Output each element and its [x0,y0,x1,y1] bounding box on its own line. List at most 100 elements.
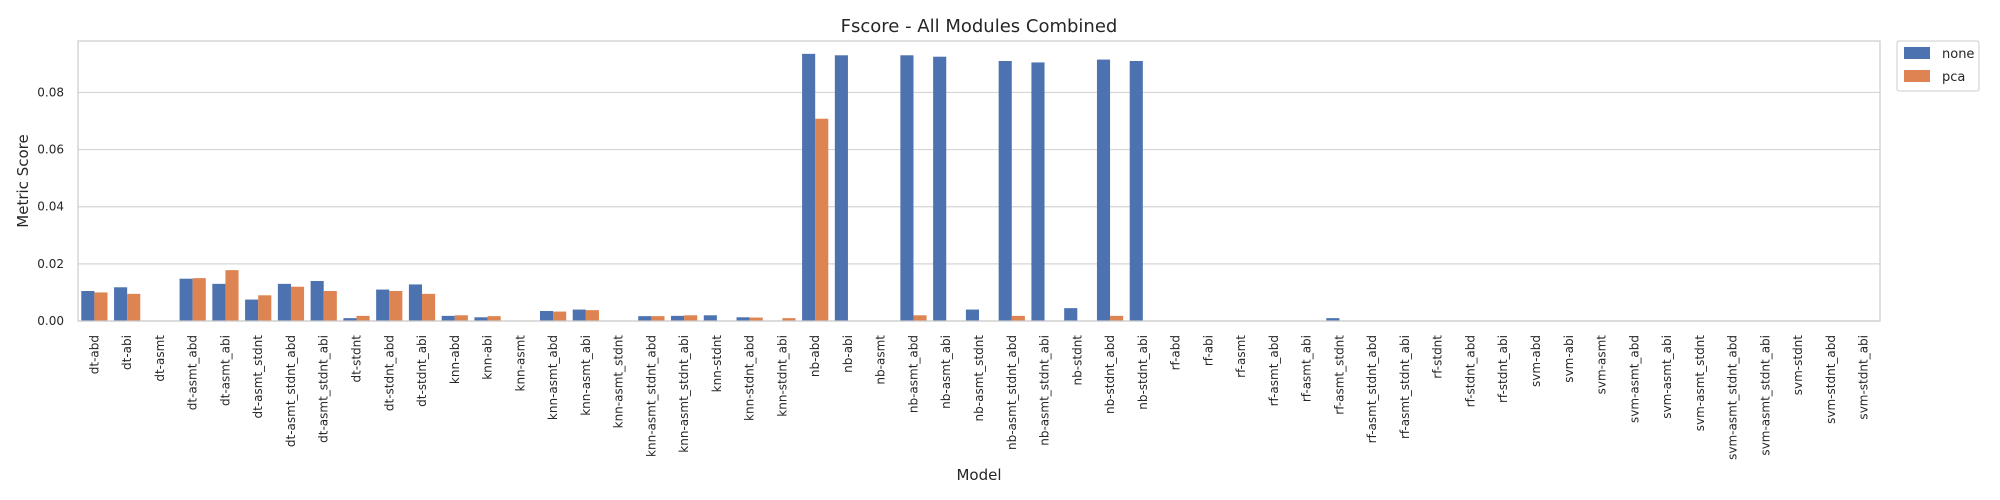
legend-label-pca: pca [1942,70,1965,85]
bar-none-dt-abi [114,287,128,321]
bar-none-knn-stdnt_abd [736,317,750,321]
bar-pca-knn-stdnt_abi [782,318,796,321]
bar-none-knn-stdnt [703,315,717,321]
grid-layer [78,91,1880,322]
y-tick-label: 0.04 [37,200,64,214]
x-axis-label: Model [956,466,1001,484]
x-tick-label: rf-stdnt_abd [1463,335,1477,407]
bar-pca-knn-asmt_stdnt_abi [684,315,698,321]
bar-pca-dt-asmt_stdnt_abd [290,286,305,321]
x-tick-label: rf-asmt_abi [1300,335,1314,402]
bar-none-knn-asmt_abd [539,311,554,321]
x-tick-label: svm-asmt [1595,335,1609,395]
x-tick-label: svm-asmt_stdnt_abd [1726,335,1740,460]
bar-none-knn-abd [441,315,455,321]
bar-none-nb-abi [834,55,848,321]
bar-none-knn-asmt_stdnt_abd [638,316,652,321]
bar-pca-dt-asmt_stdnt [258,295,272,321]
chart-title: Fscore - All Modules Combined [841,16,1118,37]
bar-pca-dt-asmt_abd [192,278,206,321]
bar-none-dt-asmt_abi [212,283,226,321]
bar-none-nb-abd [802,53,816,322]
bar-none-dt-stdnt_abd [376,289,390,321]
bar-pca-nb-asmt_stdnt_abd [1011,315,1025,321]
bar-pca-knn-asmt_stdnt_abd [651,316,665,321]
x-tick-label: svm-stdnt [1791,335,1805,396]
bar-pca-dt-stdnt_abd [389,291,403,321]
x-tick-label: nb-asmt_stdnt_abd [1005,335,1019,450]
x-tick-label: svm-asmt_abd [1627,335,1641,423]
bar-pca-knn-asmt_abi [585,310,599,321]
x-tick-label: svm-asmt_abi [1660,335,1674,419]
bar-pca-knn-asmt_abd [553,311,567,321]
x-tick-label: knn-asmt_stdnt_abi [677,335,691,453]
x-tick-label: nb-asmt_abd [906,335,920,413]
bar-none-knn-asmt_stdnt_abi [671,315,685,321]
bar-none-nb-asmt_stdnt_abd [998,61,1012,321]
x-tick-label: knn-abd [448,335,462,384]
bar-none-dt-stdnt [343,318,357,321]
x-tick-label: dt-abi [120,335,134,370]
y-axis-label: Metric Score [14,134,32,227]
bar-none-dt-asmt_stdnt_abd [277,283,291,321]
bar-none-nb-asmt_stdnt [965,309,979,321]
x-tick-label: knn-stdnt_abd [743,335,757,421]
x-tick-label: knn-abi [481,335,495,380]
x-tick-label: rf-asmt_stdnt [1332,335,1346,415]
x-tick-label: dt-abd [87,335,101,374]
x-tick-label: nb-abi [841,335,855,373]
x-tick-label: dt-asmt_stdnt_abd [284,335,298,447]
x-tick-label: knn-asmt_abi [579,335,593,416]
x-tick-label: knn-stdnt [710,335,724,393]
y-tick-label: 0.02 [37,257,64,271]
bar-none-dt-abd [81,291,95,321]
y-tick-label: 0.06 [37,143,64,157]
bar-pca-knn-abi [487,316,501,321]
legend: none pca [1896,40,1980,92]
bars-layer [81,53,1340,322]
bar-pca-dt-asmt_stdnt_abi [323,291,337,321]
bar-pca-dt-abi [127,293,141,321]
x-tick-labels: dt-abd dt-abi dt-asmt dt-asmt_abd dt-asmt_ab… [87,335,1870,460]
bar-pca-nb-abd [815,118,829,322]
x-tick-label: rf-stdnt_abi [1496,335,1510,403]
legend-swatch-none [1904,47,1930,59]
x-tick-label: nb-asmt_stdnt [972,335,986,422]
bar-none-nb-stdnt_abd [1096,59,1111,321]
x-tick-label: nb-abd [808,335,822,377]
x-tick-label: svm-stdnt_abi [1857,335,1871,420]
x-tick-label: svm-abi [1562,335,1576,383]
x-tick-label: nb-asmt_stdnt_abi [1038,335,1052,446]
y-tick-labels: 0.00 0.02 0.04 0.06 0.08 [37,85,64,328]
x-tick-label: svm-abd [1529,335,1543,387]
y-tick-label: 0.00 [37,314,64,328]
x-tick-label: rf-stdnt [1431,335,1445,379]
x-tick-label: rf-abd [1169,335,1183,370]
x-tick-label: dt-asmt_abd [186,335,200,410]
x-tick-label: dt-asmt_abi [218,335,232,406]
bar-none-nb-asmt_abi [933,56,947,322]
x-tick-label: nb-stdnt [1070,335,1084,386]
bar-none-rf-asmt_stdnt [1326,318,1340,321]
x-tick-label: dt-stdnt_abd [382,335,396,411]
x-tick-label: svm-stdnt_abd [1824,335,1838,424]
y-tick-label: 0.08 [37,85,64,99]
x-tick-label: nb-stdnt_abd [1103,335,1117,414]
x-tick-label: nb-stdnt_abi [1136,335,1150,410]
bar-none-nb-stdnt_abi [1129,61,1143,321]
x-tick-label: knn-asmt_stdnt_abd [644,335,658,457]
bar-none-dt-stdnt_abi [408,284,423,321]
x-tick-label: knn-stdnt_abi [775,335,789,417]
bar-pca-knn-stdnt_abd [749,317,763,321]
bar-none-knn-abi [474,317,488,321]
bar-none-nb-asmt_stdnt_abi [1031,62,1045,322]
x-tick-label: dt-asmt [153,335,167,382]
x-tick-label: dt-stdnt [349,335,363,383]
x-tick-label: dt-stdnt_abi [415,335,429,407]
bar-none-dt-asmt_stdnt [245,299,259,321]
x-tick-label: nb-asmt [874,335,888,385]
bar-none-nb-asmt_abd [900,55,914,321]
x-tick-label: rf-asmt_stdnt_abd [1365,335,1379,443]
x-tick-label: knn-asmt_abd [546,335,560,420]
